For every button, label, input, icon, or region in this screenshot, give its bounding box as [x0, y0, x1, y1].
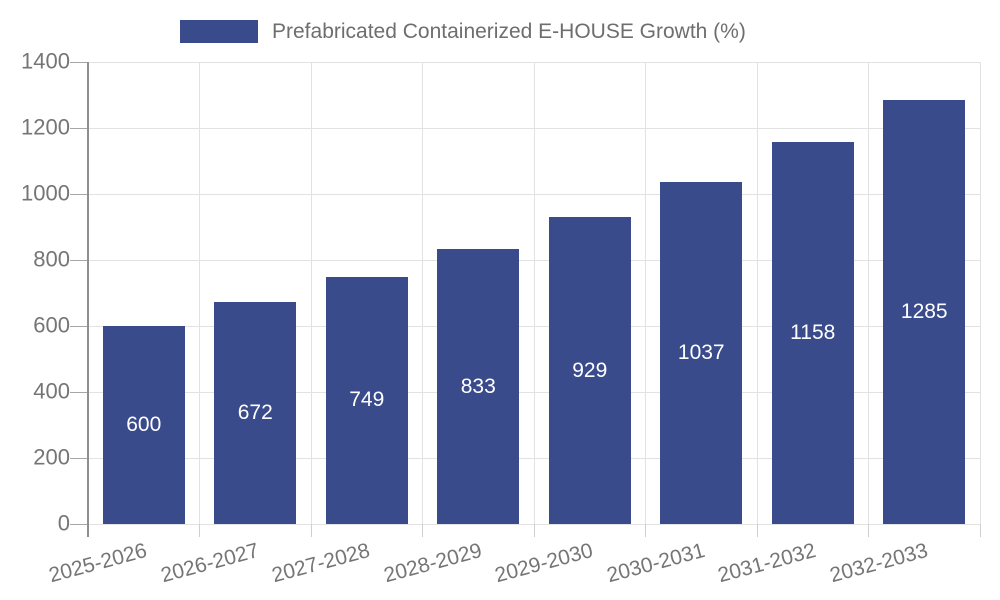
v-gridline [533, 62, 535, 524]
bar-value-label: 749 [349, 388, 385, 412]
bar[interactable]: 672 [214, 302, 297, 524]
y-tick-label: 1000 [21, 180, 70, 206]
bar-value-label: 600 [126, 413, 162, 436]
v-gridline [645, 62, 646, 524]
v-gridline [979, 62, 981, 524]
bar-value-label: 929 [572, 358, 608, 382]
v-gridline [310, 62, 312, 524]
bar[interactable]: 1158 [771, 141, 854, 524]
bar-value-label: 1037 [677, 340, 725, 364]
y-axis-line [87, 62, 89, 537]
x-tick-label: 2029-2030 [492, 539, 596, 588]
v-gridline [756, 62, 758, 524]
y-tick-label: 800 [33, 246, 70, 272]
x-axis-tick [310, 524, 312, 537]
x-axis-tick [422, 524, 423, 537]
y-tick-label: 1400 [21, 48, 70, 74]
x-axis-tick [868, 524, 869, 537]
legend[interactable]: Prefabricated Containerized E-HOUSE Grow… [180, 20, 746, 43]
y-tick-label: 400 [33, 378, 70, 404]
bar-value-label: 1158 [790, 320, 836, 344]
y-axis-tick [70, 391, 88, 393]
bar[interactable]: 833 [437, 249, 520, 524]
x-tick-label: 2031-2032 [715, 539, 819, 588]
x-tick-label: 2026-2027 [158, 539, 262, 588]
bar[interactable]: 1037 [660, 181, 743, 524]
x-axis-tick [979, 524, 981, 537]
x-tick-label: 2028-2029 [381, 539, 485, 588]
x-tick-label: 2027-2028 [269, 539, 373, 588]
x-axis-tick [199, 524, 200, 537]
x-axis-tick [533, 524, 535, 537]
bar-value-label: 833 [460, 374, 496, 398]
y-axis-tick [70, 259, 88, 261]
x-axis-tick [756, 524, 758, 537]
y-axis-tick [70, 457, 88, 459]
v-gridline [422, 62, 423, 524]
v-gridline [868, 62, 869, 524]
y-axis-tick [70, 61, 88, 63]
y-axis-tick [70, 325, 88, 327]
y-axis-tick [70, 193, 88, 195]
legend-swatch [180, 20, 258, 43]
v-gridline [199, 62, 200, 524]
bar-value-label: 1285 [900, 299, 948, 323]
y-tick-label: 600 [33, 312, 70, 338]
bar[interactable]: 929 [548, 217, 631, 524]
bar[interactable]: 600 [102, 326, 185, 524]
y-tick-label: 200 [33, 444, 70, 470]
x-tick-label: 2030-2031 [604, 539, 708, 588]
legend-label: Prefabricated Containerized E-HOUSE Grow… [272, 20, 746, 43]
x-tick-label: 2032-2033 [827, 539, 931, 588]
y-axis-tick [70, 523, 88, 525]
x-tick-label: 2025-2026 [46, 539, 150, 588]
bar[interactable]: 749 [325, 276, 408, 524]
y-tick-label: 1200 [21, 114, 70, 140]
y-axis-tick [70, 127, 88, 129]
bar[interactable]: 1285 [883, 99, 966, 524]
y-tick-label: 0 [57, 510, 70, 536]
x-axis-tick [645, 524, 646, 537]
bar-value-label: 672 [237, 401, 273, 425]
